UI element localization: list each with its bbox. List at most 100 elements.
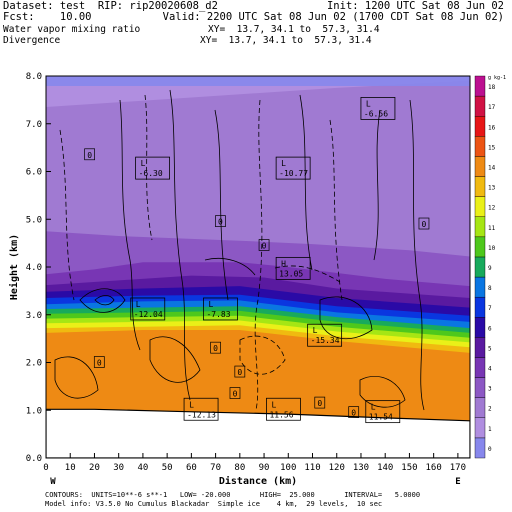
colorbar-swatch bbox=[474, 377, 486, 398]
extremum-label: L-6.30 bbox=[135, 156, 171, 180]
divergence-contour bbox=[79, 288, 126, 313]
svg-text:0: 0 bbox=[262, 242, 267, 251]
x-tick-label: 0 bbox=[43, 463, 48, 473]
extremum-label: L-12.13 bbox=[183, 397, 219, 421]
extremum-label: L-15.34 bbox=[307, 323, 343, 347]
svg-text:0: 0 bbox=[87, 151, 92, 160]
x-tick-label: 100 bbox=[280, 463, 296, 473]
colorbar-swatch bbox=[474, 75, 486, 97]
colorbar-level: 4 bbox=[488, 366, 492, 373]
y-tick-label: 3.0 bbox=[26, 311, 42, 321]
divergence-contour bbox=[54, 356, 99, 399]
model-info: Model info: V3.5.0 No Cumulus Blackadar … bbox=[45, 500, 383, 508]
east-label: E bbox=[455, 477, 460, 487]
extremum-kind: L bbox=[313, 326, 318, 335]
divergence-contour bbox=[239, 335, 286, 375]
svg-text:0: 0 bbox=[213, 344, 218, 353]
y-tick-label: 2.0 bbox=[26, 359, 42, 369]
zero-contour-label: 0 bbox=[314, 396, 326, 409]
colorbar-level: 5 bbox=[488, 345, 492, 352]
svg-text:0: 0 bbox=[233, 390, 238, 399]
y-tick-label: 4.0 bbox=[26, 263, 42, 273]
extremum-value: 11.56 bbox=[269, 410, 293, 419]
extremum-value: -12.04 bbox=[134, 310, 163, 319]
y-tick-label: 6.0 bbox=[26, 168, 42, 178]
extremum-kind: H bbox=[281, 259, 286, 268]
y-axis-label: Height (km) bbox=[8, 234, 20, 300]
colorbar-level: 13 bbox=[488, 185, 496, 192]
x-tick-label: 160 bbox=[426, 463, 442, 473]
x-tick-label: 10 bbox=[65, 463, 76, 473]
svg-text:0: 0 bbox=[218, 218, 223, 227]
colorbar-level: 0 bbox=[488, 446, 492, 453]
x-tick-label: 130 bbox=[353, 463, 369, 473]
extremum-value: -15.34 bbox=[311, 336, 340, 345]
zero-contour-label: 0 bbox=[258, 239, 270, 251]
colorbar-swatch bbox=[474, 437, 486, 459]
extremum-kind: L bbox=[271, 400, 276, 409]
colorbar-level: 7 bbox=[488, 305, 492, 312]
extremum-kind: L bbox=[208, 300, 213, 309]
colorbar-swatch bbox=[474, 296, 486, 318]
divergence-contour bbox=[274, 265, 341, 283]
field1-label: Water vapor mixing ratio bbox=[3, 24, 141, 35]
zero-contour-label: 0 bbox=[234, 365, 246, 378]
colorbar-level: 16 bbox=[488, 124, 496, 131]
colorbar-swatch bbox=[474, 216, 486, 238]
colorbar-level: 8 bbox=[488, 285, 492, 292]
moisture-band-top bbox=[46, 76, 470, 86]
extremum-value: -12.13 bbox=[187, 410, 216, 419]
extremum-kind: L bbox=[141, 159, 146, 168]
colorbar-swatch bbox=[474, 417, 486, 439]
plot-area bbox=[46, 76, 470, 458]
colorbar-swatch bbox=[474, 357, 486, 378]
svg-text:0: 0 bbox=[237, 368, 242, 377]
extremum-value: -6.56 bbox=[364, 109, 388, 118]
terrain bbox=[46, 408, 470, 458]
colorbar-swatch bbox=[474, 397, 486, 418]
y-tick-label: 1.0 bbox=[26, 406, 42, 416]
colorbar-swatch bbox=[474, 236, 486, 258]
divergence-contour bbox=[119, 99, 141, 351]
colorbar-level: 12 bbox=[488, 205, 496, 212]
colorbar-level: 2 bbox=[488, 406, 492, 413]
extremum-value: -6.30 bbox=[139, 169, 163, 178]
colorbar-level: 15 bbox=[488, 144, 496, 151]
field2-label: Divergence bbox=[3, 35, 61, 46]
colorbar-level: 6 bbox=[488, 325, 492, 332]
y-tick-label: 8.0 bbox=[26, 72, 42, 82]
extremum-kind: L bbox=[371, 403, 376, 412]
extremum-kind: L bbox=[136, 300, 141, 309]
extremum-kind: L bbox=[189, 400, 194, 409]
divergence-contour bbox=[149, 336, 201, 383]
colorbar-swatch bbox=[474, 317, 486, 338]
colorbar-level: 1 bbox=[488, 426, 492, 433]
y-tick-label: 7.0 bbox=[26, 120, 42, 130]
valid-time-label: Valid: 2200 UTC Sat 08 Jun 02 (1700 CDT … bbox=[162, 11, 504, 23]
svg-text:0: 0 bbox=[317, 399, 322, 408]
x-tick-label: 20 bbox=[89, 463, 100, 473]
divergence-contour bbox=[299, 94, 313, 271]
colorbar-swatch bbox=[474, 256, 486, 278]
x-tick-label: 50 bbox=[162, 463, 173, 473]
divergence-contour bbox=[94, 295, 115, 306]
colorbar-swatch bbox=[474, 196, 486, 217]
extremum-label: L11.54 bbox=[365, 400, 401, 424]
x-tick-label: 110 bbox=[304, 463, 320, 473]
divergence-contour bbox=[169, 89, 191, 401]
colorbar-level: 11 bbox=[488, 225, 496, 232]
divergence-contour bbox=[204, 258, 256, 276]
contour-info: CONTOURS: UNITS=10**-6 s**-1 LOW= -20.00… bbox=[45, 491, 421, 499]
zero-contour-label: 0 bbox=[418, 217, 430, 230]
field1-xy-label: XY= 13.7, 34.1 to 57.3, 31.4 bbox=[208, 24, 380, 35]
zero-contour-label: 0 bbox=[210, 341, 221, 354]
x-tick-label: 140 bbox=[377, 463, 393, 473]
colorbar-level: 14 bbox=[488, 164, 496, 171]
x-tick-label: 80 bbox=[234, 463, 245, 473]
divergence-contour bbox=[319, 296, 373, 339]
zero-contour-label: 0 bbox=[215, 215, 226, 227]
colorbar-level: 3 bbox=[488, 386, 492, 393]
divergence-contour bbox=[409, 99, 425, 411]
